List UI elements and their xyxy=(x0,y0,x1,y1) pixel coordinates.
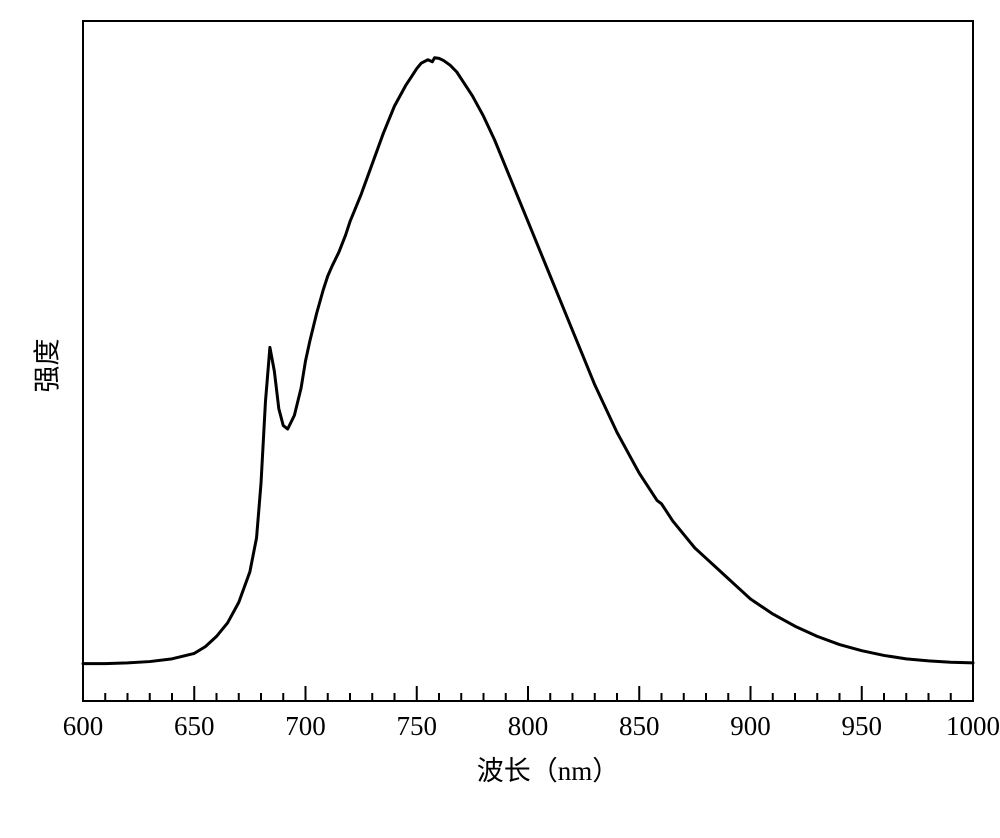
x-tick-label: 1000 xyxy=(933,711,1000,742)
x-tick-label: 600 xyxy=(43,711,123,742)
x-axis-label: 波长（nm） xyxy=(448,749,648,788)
x-tick-label: 650 xyxy=(154,711,234,742)
x-tick-label: 750 xyxy=(377,711,457,742)
x-tick-label: 900 xyxy=(711,711,791,742)
x-tick-label: 700 xyxy=(266,711,346,742)
x-tick-label: 800 xyxy=(488,711,568,742)
x-tick-label: 850 xyxy=(599,711,679,742)
x-tick-label: 950 xyxy=(822,711,902,742)
spectrum-chart-svg xyxy=(0,0,1000,833)
chart-container: 600 650 700 750 800 850 900 950 1000 波长（nm） 强度 xyxy=(0,0,1000,833)
y-axis-label: 强度 xyxy=(26,339,65,393)
plot-border xyxy=(83,21,973,701)
